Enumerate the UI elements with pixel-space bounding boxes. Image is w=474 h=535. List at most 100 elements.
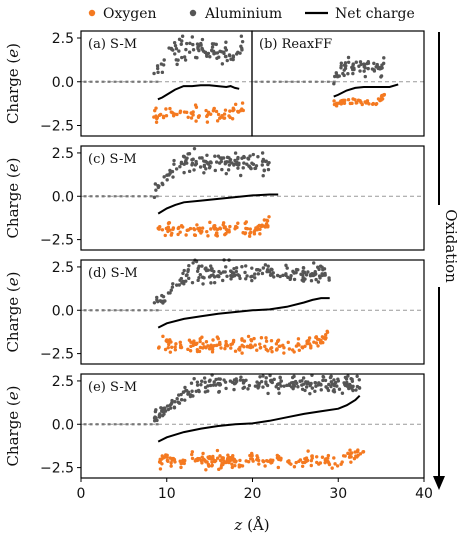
aluminium-point [208,383,213,388]
aluminium-point [332,378,336,382]
aluminium-point [154,416,158,420]
aluminium-point [346,55,351,60]
aluminium-point [321,378,325,383]
aluminium-point [323,273,327,277]
oxygen-point [306,449,310,453]
aluminium-point [163,409,168,413]
oxygen-point [248,343,253,348]
oxygen-point [212,458,216,463]
aluminium-point [161,409,165,414]
aluminium-point [154,188,158,192]
oxygen-point [240,338,244,342]
aluminium-point [250,161,254,165]
aluminium-point [314,272,318,276]
oxygen-point [168,340,172,344]
oxygen-point [224,227,228,232]
aluminium-point [234,377,238,381]
aluminium-point [191,42,195,47]
y-tick-label: 2.5 [52,374,74,390]
aluminium-point [381,61,386,66]
oxygen-point [233,102,238,107]
oxygen-point [261,459,266,464]
aluminium-point [177,401,182,405]
oxygen-point [204,340,209,344]
aluminium-point [357,385,362,390]
aluminium-point [218,156,222,160]
oxygen-point [321,336,326,340]
aluminium-point [224,171,228,176]
aluminium-point [203,380,207,384]
aluminium-point [211,383,215,387]
x-axis: 0 10 20 30 40 [77,478,433,502]
aluminium-point [320,273,325,278]
aluminium-point [187,169,192,174]
oxygen-point [300,464,305,469]
aluminium-point [234,269,239,274]
aluminium-point [173,44,178,48]
aluminium-point [239,375,243,379]
aluminium-point [337,387,342,391]
oxygen-point [378,98,382,103]
aluminium-point [199,383,203,387]
aluminium-point [238,51,242,55]
aluminium-point [357,378,361,382]
aluminium-point [170,285,175,289]
panel-frame [80,259,425,365]
aluminium-point [328,375,333,380]
aluminium-point [227,53,232,57]
aluminium-point [183,398,187,402]
oxygen-point [207,347,212,351]
oxygen-point [341,454,346,458]
oxygen-point [246,334,251,339]
aluminium-point [327,278,331,282]
legend-oxygen-label: Oxygen [103,6,157,22]
aluminium-point [171,175,175,179]
aluminium-point [346,374,350,378]
aluminium-point [165,404,170,408]
aluminium-point [255,380,259,384]
aluminium-point [214,42,218,47]
oxygen-point [281,343,285,348]
aluminium-point [342,381,346,385]
aluminium-point [292,277,297,282]
panel-frame [80,145,425,251]
x-tick-label: 30 [329,486,347,502]
aluminium-point [264,382,268,386]
aluminium-point [152,301,157,305]
aluminium-point [343,375,348,380]
aluminium-point [182,268,186,273]
aluminium-point [182,55,187,59]
oxygen-point [352,456,357,461]
aluminium-point [181,271,185,276]
aluminium-point [253,384,258,388]
oxygen-point [292,350,296,354]
oxygen-point [256,456,260,460]
aluminium-point [226,168,231,172]
aluminium-point [200,156,204,160]
aluminium-point [190,389,194,393]
aluminium-point [156,70,160,75]
oxygen-point [201,346,205,350]
oxygen-point [215,119,220,123]
y-tick-label: −2.5 [40,119,74,135]
oxygen-point [160,228,165,232]
aluminium-point [244,264,248,268]
aluminium-point [245,162,249,166]
aluminium-point [324,385,328,389]
oxygen-point [183,458,187,463]
oxygen-point [178,110,182,115]
aluminium-point [159,406,163,410]
oxygen-point [214,109,219,114]
aluminium-point [219,271,223,276]
oxygen-point [164,107,168,111]
oxygen-point [318,340,323,345]
aluminium-point [240,46,244,51]
aluminium-point [169,47,174,51]
aluminium-point [166,291,171,295]
aluminium-point [189,381,194,385]
oxidation-label: Oxidation [442,209,460,283]
oxygen-point [179,461,183,466]
aluminium-point [165,173,169,177]
aluminium-point [332,390,337,394]
oxygen-point [348,448,352,452]
